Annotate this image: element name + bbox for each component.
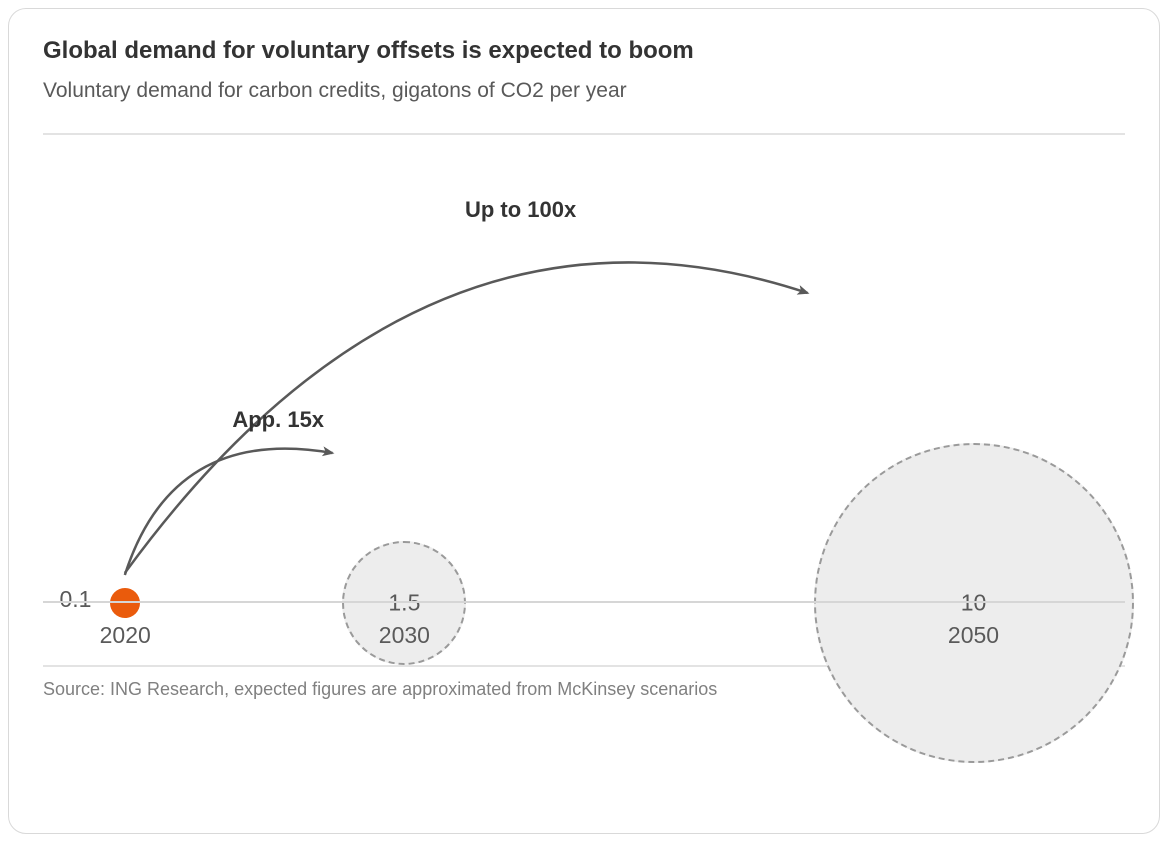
arrow-label-100x: Up to 100x	[465, 197, 576, 223]
x-label-2030: 2030	[379, 622, 430, 649]
chart-title: Global demand for voluntary offsets is e…	[43, 37, 1125, 65]
plot-area: App. 15x Up to 100x 0.1 1.5 10 2020 2030…	[43, 135, 1125, 665]
bubble-2020	[110, 588, 140, 618]
x-label-2020: 2020	[100, 622, 151, 649]
x-axis-baseline	[43, 601, 1125, 603]
bubble-2020-value: 0.1	[59, 586, 91, 613]
arrow-15x	[125, 449, 333, 575]
chart-card: Global demand for voluntary offsets is e…	[8, 8, 1160, 834]
x-label-2050: 2050	[948, 622, 999, 649]
arrow-100x	[125, 262, 808, 573]
bubble-2030-value: 1.5	[388, 590, 420, 617]
arrow-label-15x: App. 15x	[232, 407, 324, 433]
chart-subtitle: Voluntary demand for carbon credits, gig…	[43, 79, 1125, 103]
bubble-2050-value: 10	[961, 590, 987, 617]
